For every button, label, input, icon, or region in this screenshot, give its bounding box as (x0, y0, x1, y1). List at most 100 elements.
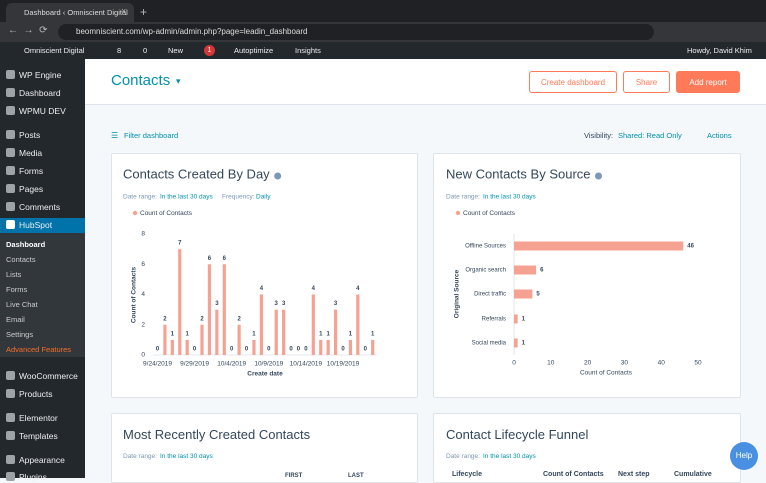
bar (200, 324, 204, 355)
data-label: 0 (289, 347, 293, 353)
data-label: 2 (200, 316, 204, 322)
menu-item[interactable]: Products (19, 389, 53, 399)
share-button[interactable]: Share (623, 71, 670, 93)
menu-item[interactable]: Posts (19, 130, 41, 140)
menu-item[interactable]: WooCommerce (19, 371, 78, 381)
data-label: 46 (687, 244, 694, 250)
menu-icon (6, 130, 15, 139)
visibility-value[interactable]: Shared: Read Only (618, 131, 682, 140)
menu-item[interactable]: Media (19, 148, 43, 158)
filter-dashboard[interactable]: Filter dashboard (124, 131, 179, 140)
y-tick-label: 0 (141, 352, 145, 359)
submenu (0, 233, 85, 357)
x-tick-label: 40 (658, 360, 666, 367)
comments[interactable]: 0 (143, 46, 148, 55)
menu-item[interactable]: HubSpot (19, 220, 53, 230)
menu-item[interactable]: Pages (19, 184, 44, 194)
new[interactable]: New (168, 46, 184, 55)
updates[interactable]: 8 (117, 46, 122, 55)
x-axis-title: Create date (247, 371, 283, 378)
submenu-item[interactable]: Dashboard (6, 240, 46, 249)
column-header[interactable]: FIRST (285, 473, 303, 479)
y-tick-label: 6 (141, 261, 145, 268)
date-range-label: Date range: (446, 194, 480, 201)
submenu-item[interactable]: Email (6, 315, 25, 324)
howdy[interactable]: Howdy, David Khim (687, 46, 752, 55)
bar (282, 309, 286, 355)
dashboard-title[interactable]: Contacts (111, 72, 171, 89)
data-label: 0 (364, 347, 368, 353)
menu-icon (6, 202, 15, 211)
data-label: 1 (349, 331, 353, 337)
card (433, 153, 741, 398)
column-header[interactable]: LAST (348, 473, 364, 479)
data-label: 0 (297, 347, 301, 353)
date-range: In the last 30 days (483, 194, 537, 201)
submenu-item[interactable]: Settings (6, 330, 34, 339)
data-label: 4 (260, 286, 264, 292)
menu-item[interactable]: WP Engine (19, 70, 62, 80)
chart-title: Contacts Created By Day (123, 166, 270, 181)
menu-icon (6, 472, 15, 481)
submenu-item[interactable]: Forms (6, 285, 28, 294)
new-tab[interactable]: + (140, 5, 148, 19)
actions[interactable]: Actions (707, 131, 732, 140)
yoast-count[interactable]: 1 (204, 45, 215, 56)
data-label: 0 (156, 347, 160, 353)
data-label: 1 (371, 331, 375, 337)
menu-item[interactable]: WPMU DEV (19, 106, 66, 116)
date-range-label: Date range: (123, 194, 157, 201)
menu-item[interactable]: Templates (19, 431, 58, 441)
data-label: 0 (267, 347, 271, 353)
submenu-item[interactable]: Advanced Features (6, 345, 72, 354)
data-label: 1 (522, 341, 526, 347)
omnibox[interactable] (58, 24, 654, 40)
menu-icon (6, 166, 15, 175)
y-tick-label: Social media (472, 341, 507, 347)
dropdown-caret[interactable]: ▾ (176, 76, 181, 86)
x-tick-label: 20 (584, 360, 592, 367)
menu-item[interactable]: Appearance (19, 455, 65, 465)
menu-item[interactable]: Forms (19, 166, 44, 176)
submenu-item[interactable]: Contacts (6, 255, 36, 264)
nav-buttons[interactable]: ← → ⟳ (8, 25, 48, 36)
data-label: 4 (356, 286, 360, 292)
bar (326, 339, 330, 355)
bar (237, 324, 241, 355)
x-tick-label: 10/19/2019 (327, 361, 360, 368)
help-button[interactable]: Help (730, 442, 758, 470)
submenu-item[interactable]: Live Chat (6, 300, 38, 309)
bar (178, 249, 182, 355)
card (111, 153, 418, 398)
menu-icon (6, 220, 15, 229)
frequency: Daily (256, 194, 271, 201)
menu-item[interactable]: Plugins (19, 472, 47, 482)
card-title: Contact Lifecycle Funnel (446, 427, 589, 442)
autoptimize[interactable]: Autoptimize (234, 46, 274, 55)
legend-marker (132, 210, 138, 216)
date-range: In the last 30 days (160, 453, 213, 460)
data-label: 1 (319, 331, 323, 337)
menu-item[interactable]: Comments (19, 202, 61, 212)
filter-icon[interactable]: ☰ (111, 131, 119, 140)
info-icon (595, 172, 603, 180)
x-tick-label: 9/24/2019 (143, 361, 172, 368)
tab[interactable] (6, 3, 134, 26)
column-header: Next step (618, 471, 650, 478)
bar (514, 338, 518, 348)
bar (170, 339, 174, 355)
menu-item[interactable]: Dashboard (19, 88, 61, 98)
site-name[interactable]: Omniscient Digital (24, 46, 85, 55)
menu-icon (6, 371, 15, 380)
create-dashboard-button[interactable]: Create dashboard (529, 71, 617, 93)
submenu-item[interactable]: Lists (6, 270, 22, 279)
menu-item[interactable]: Elementor (19, 413, 58, 423)
tab-close[interactable]: × (121, 6, 127, 16)
add-report-button[interactable]: Add report (676, 71, 740, 93)
data-label: 2 (237, 316, 241, 322)
date-range-label: Date range: (446, 453, 480, 460)
data-label: 3 (282, 301, 286, 307)
insights[interactable]: Insights (295, 46, 321, 55)
menu-active (0, 218, 85, 236)
